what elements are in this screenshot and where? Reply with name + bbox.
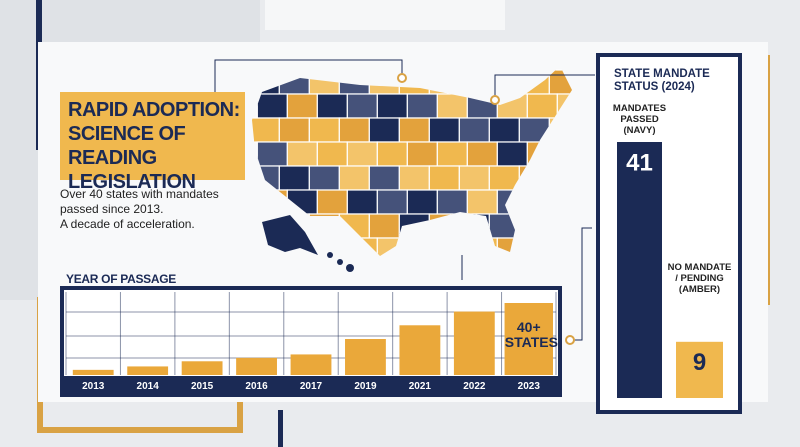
- state: [278, 165, 310, 191]
- state: [286, 93, 318, 119]
- category-label: MANDATES PASSED (NAVY): [612, 103, 667, 136]
- hawaii: [346, 264, 354, 272]
- state: [406, 141, 438, 167]
- bar: [127, 366, 169, 375]
- bar: [676, 341, 723, 398]
- accent-bar: [278, 410, 283, 447]
- alaska: [262, 215, 318, 255]
- chart-title: YEAR OF PASSAGE: [66, 272, 176, 286]
- connector-dot: [565, 335, 575, 345]
- state: [496, 141, 528, 167]
- description: passed since 2013.: [60, 202, 164, 216]
- state: [278, 117, 310, 143]
- state: [526, 93, 558, 119]
- state: [316, 141, 348, 167]
- value-label: 41: [626, 149, 653, 176]
- hawaii: [337, 259, 343, 265]
- state: [458, 165, 490, 191]
- state: [436, 93, 468, 119]
- state: [406, 189, 438, 215]
- state: [428, 117, 460, 143]
- axis-strip: [62, 376, 560, 395]
- state: [406, 93, 438, 119]
- state: [346, 141, 378, 167]
- state: [316, 189, 348, 215]
- x-tick-label: 2013: [82, 381, 105, 392]
- state: [398, 165, 430, 191]
- state: [368, 213, 400, 239]
- bar: [181, 361, 223, 375]
- connector-dot: [397, 73, 407, 83]
- bar: [236, 357, 277, 375]
- description: Over 40 states with mandates: [60, 187, 219, 201]
- bg-panel: [265, 0, 505, 30]
- state: [458, 117, 490, 143]
- connector: [494, 74, 595, 98]
- state: [466, 189, 498, 215]
- x-tick-label: 2017: [300, 381, 323, 392]
- x-tick-label: 2014: [137, 381, 160, 392]
- state: [466, 141, 498, 167]
- x-tick-label: 2022: [463, 381, 486, 392]
- connector: [572, 227, 592, 341]
- state: [436, 141, 468, 167]
- state: [346, 189, 378, 215]
- bar: [399, 325, 441, 375]
- x-tick-label: 2023: [518, 381, 541, 392]
- annotation: 40+ STATES: [504, 319, 558, 350]
- page-title: RAPID ADOPTION: SCIENCE OF READING LEGIS…: [68, 99, 240, 193]
- state: [308, 117, 340, 143]
- state: [338, 117, 370, 143]
- state: [368, 117, 400, 143]
- x-tick-label: 2016: [245, 381, 268, 392]
- connector: [214, 59, 403, 92]
- state: [398, 117, 430, 143]
- bar: [290, 354, 332, 375]
- state: [376, 189, 408, 215]
- state: [256, 93, 288, 119]
- state: [256, 141, 288, 167]
- x-tick-label: 2019: [354, 381, 377, 392]
- x-tick-label: 2021: [409, 381, 432, 392]
- state: [488, 117, 520, 143]
- state: [376, 93, 408, 119]
- hawaii: [327, 252, 333, 258]
- state: [286, 141, 318, 167]
- x-tick-label: 2015: [191, 381, 214, 392]
- bar: [72, 369, 114, 375]
- state: [436, 189, 468, 215]
- bar: [453, 311, 495, 375]
- bar: [345, 339, 386, 375]
- bar: [504, 303, 553, 375]
- chart-title: STATE MANDATE STATUS (2024): [614, 68, 710, 93]
- state: [308, 165, 340, 191]
- state: [428, 165, 460, 191]
- category-label: NO MANDATE / PENDING (AMBER): [667, 262, 732, 295]
- bar: [617, 142, 662, 398]
- value-label: 9: [693, 349, 706, 376]
- state: [376, 141, 408, 167]
- state: [488, 165, 520, 191]
- description: A decade of acceleration.: [60, 217, 195, 231]
- title-box: [60, 92, 245, 180]
- state: [346, 93, 378, 119]
- connector-dot: [490, 95, 500, 105]
- state: [368, 165, 400, 191]
- state: [338, 165, 370, 191]
- state: [316, 93, 348, 119]
